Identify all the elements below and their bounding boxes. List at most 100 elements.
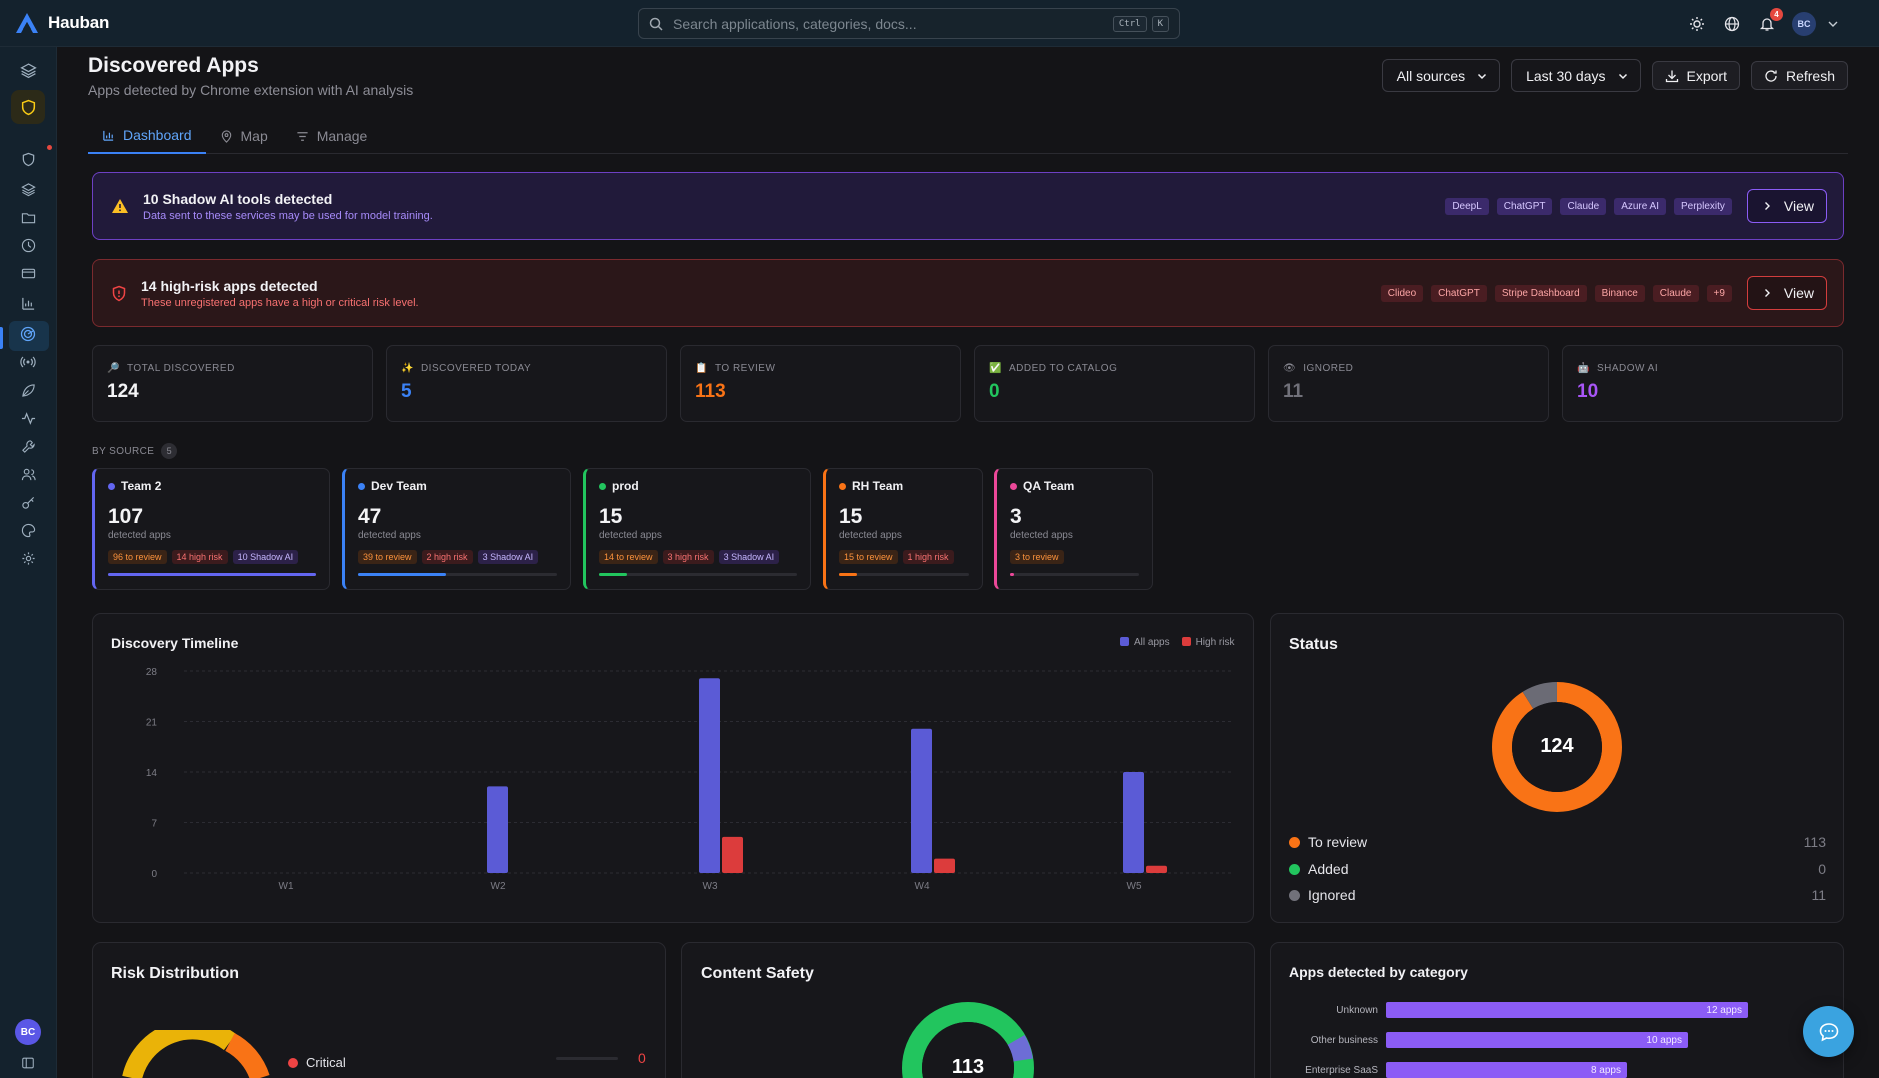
shadow-ai-chip[interactable]: Perplexity (1674, 197, 1732, 215)
user-menu-chevron-down-icon[interactable] (1823, 14, 1843, 34)
to-review-chip: 3 to review (1010, 550, 1064, 564)
stat-label: TOTAL DISCOVERED (126, 363, 235, 374)
high-risk-chip[interactable]: Claude (1652, 284, 1699, 302)
category-bar: 12 apps (1386, 1002, 1748, 1018)
view-tabs: Dashboard Map Manage (88, 118, 1848, 154)
collapse-sidebar-icon[interactable] (17, 1052, 39, 1074)
activity-icon[interactable] (17, 407, 39, 429)
tab-dashboard[interactable]: Dashboard (88, 118, 206, 154)
refresh-button[interactable]: Refresh (1750, 61, 1848, 90)
shadow-ai-chip[interactable]: ChatGPT (1496, 197, 1553, 215)
source-card-prod[interactable]: prod 15 detected apps 14 to review 3 hig… (583, 468, 811, 590)
bar-chart-icon[interactable] (17, 292, 39, 314)
high-risk-bar[interactable] (722, 836, 743, 873)
shadow-ai-chip[interactable]: Azure AI (1614, 197, 1666, 215)
users-icon[interactable] (17, 463, 39, 485)
high-risk-chip[interactable]: Clideo (1380, 284, 1424, 302)
user-avatar[interactable]: BC (1792, 12, 1816, 36)
to-review-chip: 39 to review (358, 550, 417, 564)
legend-high-risk[interactable]: High risk (1181, 637, 1234, 648)
all-apps-bar[interactable] (911, 728, 932, 873)
risk-distribution-panel (92, 942, 666, 1078)
search-bar[interactable]: Ctrl K (638, 8, 1180, 39)
high-risk-bar[interactable] (1146, 865, 1167, 873)
high-risk-bar[interactable] (934, 858, 955, 873)
discovery-timeline-panel (92, 613, 1254, 923)
chevron-right-icon (1764, 202, 1770, 210)
all-apps-bar[interactable] (1123, 772, 1144, 873)
status-donut-chart (1492, 682, 1622, 812)
hauban-logo-icon (16, 13, 38, 33)
by-source-heading: BY SOURCE 5 (92, 443, 178, 459)
shield-outline-icon[interactable] (17, 148, 39, 170)
shadow-ai-chip[interactable]: Claude (1560, 197, 1607, 215)
date-range-value: Last 30 days (1526, 67, 1606, 84)
theme-toggle-icon[interactable] (1687, 14, 1707, 34)
source-color-dot (358, 482, 365, 490)
high-risk-chip: 2 high risk (421, 550, 473, 564)
category-row: Unknown 12 apps (1290, 1002, 1748, 1018)
search-input[interactable] (673, 15, 1108, 32)
risk-donut-segment-high (224, 1033, 270, 1078)
all-apps-bar[interactable] (487, 786, 508, 873)
y-tick-label: 7 (151, 819, 157, 830)
stat-value: 10 (1577, 381, 1599, 402)
folder-icon[interactable] (17, 206, 39, 228)
source-progress-bar (108, 573, 316, 576)
legend-all-apps[interactable]: All apps (1120, 637, 1170, 648)
sidebar: BC (0, 47, 57, 1078)
clock-icon[interactable] (17, 234, 39, 256)
export-button[interactable]: Export (1651, 61, 1740, 90)
source-color-dot (599, 482, 606, 490)
palette-icon[interactable] (17, 519, 39, 541)
broadcast-icon[interactable] (17, 351, 39, 373)
key-icon[interactable] (17, 491, 39, 513)
notifications-bell-icon[interactable]: 4 (1757, 8, 1783, 34)
card-icon[interactable] (17, 262, 39, 284)
by-source-label: BY SOURCE (92, 445, 155, 457)
high-risk-chip[interactable]: ChatGPT (1431, 284, 1487, 302)
content-safety-segment-safe (902, 1002, 1034, 1078)
category-bar-value: 8 apps (1590, 1064, 1621, 1076)
chat-support-button[interactable] (1803, 1006, 1854, 1057)
stat-added-to-catalog: ✅ ADDED TO CATALOG 0 (974, 345, 1255, 422)
stat-label: ADDED TO CATALOG (1008, 363, 1118, 374)
shield-icon[interactable] (17, 96, 39, 118)
tab-manage[interactable]: Manage (282, 118, 382, 154)
source-card-dev-team[interactable]: Dev Team 47 detected apps 39 to review 2… (342, 468, 571, 590)
category-bar: 10 apps (1386, 1032, 1688, 1048)
stack-icon[interactable] (17, 178, 39, 200)
category-label: Unknown (1336, 1004, 1378, 1016)
shadow-ai-view-button[interactable]: View (1746, 189, 1827, 223)
shadow-ai-chip[interactable]: DeepL (1445, 197, 1489, 215)
layers-icon[interactable] (17, 59, 39, 81)
high-risk-view-button[interactable]: View (1746, 276, 1827, 310)
language-globe-icon[interactable] (1722, 14, 1742, 34)
source-select[interactable]: All sources (1381, 59, 1501, 92)
high-risk-chip[interactable]: Binance (1594, 284, 1645, 302)
status-donut-hole (1512, 702, 1602, 792)
sidebar-user-avatar[interactable]: BC (15, 1019, 41, 1045)
source-card-team-2[interactable]: Team 2 107 detected apps 96 to review 14… (92, 468, 330, 590)
status-row-to-review: To review 113 (1289, 834, 1826, 850)
leaf-icon[interactable] (17, 379, 39, 401)
filter-icon (297, 131, 308, 141)
chevron-down-icon (1478, 73, 1487, 79)
source-card-qa-team[interactable]: QA Team 3 detected apps 3 to review (994, 468, 1153, 590)
source-card-rh-team[interactable]: RH Team 15 detected apps 15 to review 1 … (823, 468, 983, 590)
settings-gear-icon[interactable] (17, 547, 39, 569)
download-icon (1665, 70, 1678, 82)
logo[interactable]: Hauban (14, 11, 109, 35)
radar-icon[interactable] (17, 323, 39, 345)
all-apps-bar[interactable] (699, 678, 720, 873)
high-risk-chip[interactable]: Stripe Dashboard (1494, 284, 1587, 302)
category-row: Enterprise SaaS 8 apps (1290, 1062, 1627, 1078)
source-progress-fill (599, 573, 627, 576)
tab-map[interactable]: Map (206, 118, 282, 154)
date-range-select[interactable]: Last 30 days (1511, 59, 1641, 92)
wrench-icon[interactable] (17, 435, 39, 457)
stat-label: SHADOW AI (1596, 363, 1659, 374)
high-risk-more-chip[interactable]: +9 (1706, 284, 1732, 302)
source-progress-fill (358, 573, 446, 576)
high-risk-alert-title: 14 high-risk apps detected (141, 277, 318, 294)
